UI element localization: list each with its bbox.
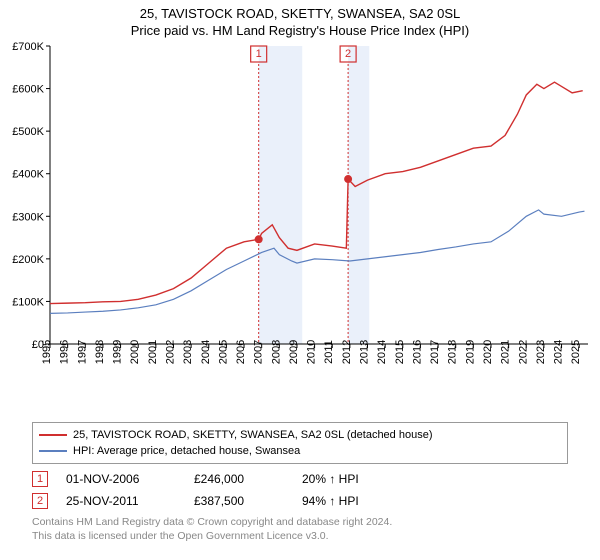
event-price: £387,500 (194, 494, 284, 508)
xtick-label: 2001 (147, 340, 159, 364)
ytick-label: £200K (12, 254, 44, 266)
xtick-label: 2020 (482, 340, 494, 364)
xtick-label: 2014 (376, 340, 388, 364)
sale-dot (344, 175, 352, 183)
event-date: 25-NOV-2011 (66, 494, 176, 508)
legend: 25, TAVISTOCK ROAD, SKETTY, SWANSEA, SA2… (32, 422, 568, 464)
event-marker: 2 (32, 493, 48, 509)
ytick-label: £600K (12, 84, 44, 96)
sale-events: 1 01-NOV-2006 £246,000 20% ↑ HPI 2 25-NOV-201… (32, 468, 568, 512)
event-price: £246,000 (194, 472, 284, 486)
shaded-band (348, 46, 369, 344)
legend-swatch (39, 450, 67, 452)
event-marker-number: 2 (345, 48, 351, 60)
shaded-band (259, 46, 303, 344)
title-main: 25, TAVISTOCK ROAD, SKETTY, SWANSEA, SA2… (0, 6, 600, 21)
legend-label: 25, TAVISTOCK ROAD, SKETTY, SWANSEA, SA2… (73, 427, 433, 443)
xtick-label: 2012 (341, 340, 353, 364)
event-marker-number: 1 (256, 48, 262, 60)
xtick-label: 1998 (94, 340, 106, 364)
xtick-label: 1995 (41, 340, 53, 364)
ytick-label: £700K (12, 41, 44, 53)
footer: Contains HM Land Registry data © Crown c… (32, 516, 568, 543)
xtick-label: 2022 (517, 340, 529, 364)
xtick-label: 2005 (217, 340, 229, 364)
xtick-label: 2021 (500, 340, 512, 364)
ytick-label: £300K (12, 211, 44, 223)
xtick-label: 1996 (59, 340, 71, 364)
xtick-label: 2025 (570, 340, 582, 364)
xtick-label: 2002 (164, 340, 176, 364)
xtick-label: 2019 (464, 340, 476, 364)
xtick-label: 1997 (76, 340, 88, 364)
xtick-label: 2009 (288, 340, 300, 364)
ytick-label: £400K (12, 169, 44, 181)
ytick-label: £100K (12, 296, 44, 308)
xtick-label: 1999 (112, 340, 124, 364)
xtick-label: 2004 (200, 340, 212, 364)
event-marker: 1 (32, 471, 48, 487)
figure-root: 25, TAVISTOCK ROAD, SKETTY, SWANSEA, SA2… (0, 0, 600, 543)
event-date: 01-NOV-2006 (66, 472, 176, 486)
xtick-label: 2024 (553, 340, 565, 364)
legend-item: HPI: Average price, detached house, Swan… (39, 443, 561, 459)
series-price (50, 82, 583, 303)
event-row: 2 25-NOV-2011 £387,500 94% ↑ HPI (32, 490, 568, 512)
title-block: 25, TAVISTOCK ROAD, SKETTY, SWANSEA, SA2… (0, 0, 600, 38)
xtick-label: 2023 (535, 340, 547, 364)
legend-swatch (39, 434, 67, 436)
xtick-label: 2006 (235, 340, 247, 364)
xtick-label: 2003 (182, 340, 194, 364)
event-row: 1 01-NOV-2006 £246,000 20% ↑ HPI (32, 468, 568, 490)
xtick-label: 2000 (129, 340, 141, 364)
footer-line1: Contains HM Land Registry data © Crown c… (32, 516, 568, 530)
event-pct: 94% ↑ HPI (302, 494, 402, 508)
event-pct: 20% ↑ HPI (302, 472, 402, 486)
legend-label: HPI: Average price, detached house, Swan… (73, 443, 300, 459)
chart-svg: £0£100K£200K£300K£400K£500K£600K£700K199… (0, 38, 600, 418)
ytick-label: £500K (12, 126, 44, 138)
xtick-label: 2013 (359, 340, 371, 364)
legend-item: 25, TAVISTOCK ROAD, SKETTY, SWANSEA, SA2… (39, 427, 561, 443)
sale-dot (255, 235, 263, 243)
xtick-label: 2017 (429, 340, 441, 364)
footer-line2: This data is licensed under the Open Gov… (32, 530, 568, 544)
xtick-label: 2015 (394, 340, 406, 364)
xtick-label: 2008 (270, 340, 282, 364)
title-sub: Price paid vs. HM Land Registry's House … (0, 23, 600, 38)
chart-area: £0£100K£200K£300K£400K£500K£600K£700K199… (0, 38, 600, 418)
xtick-label: 2018 (447, 340, 459, 364)
xtick-label: 2016 (411, 340, 423, 364)
series-hpi (50, 210, 584, 313)
xtick-label: 2007 (253, 340, 265, 364)
xtick-label: 2010 (306, 340, 318, 364)
